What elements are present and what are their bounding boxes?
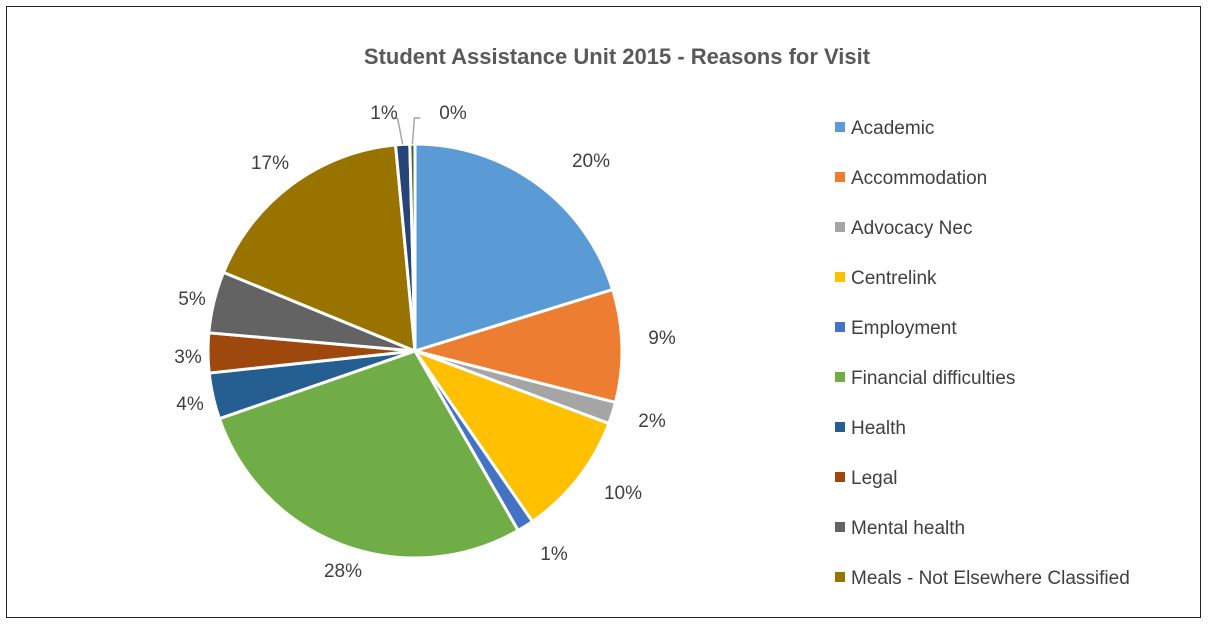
data-label-mental-health-8: 5% (178, 289, 206, 310)
legend-item-health-6: Health (835, 418, 906, 439)
legend-label-mental-health-8: Mental health (851, 518, 965, 539)
legend-label-accommodation-1: Accommodation (851, 168, 987, 189)
pie-slice-meals-not-elsewhere-classified-9 (222, 143, 417, 353)
legend-item-mental-health-8: Mental health (835, 518, 965, 539)
legend-label-employment-4: Employment (851, 318, 957, 339)
legend-label-meals-not-elsewhere-classified-9: Meals - Not Elsewhere Classified (851, 568, 1130, 589)
data-label-employment-4: 1% (540, 544, 568, 565)
legend-item-advocacy-nec-2: Advocacy Nec (835, 218, 972, 239)
data-label-meals-not-elsewhere-classified-9: 17% (251, 153, 289, 174)
legend-swatch-advocacy-nec-2 (835, 222, 845, 232)
data-label-advocacy-nec-2: 2% (638, 411, 666, 432)
legend-swatch-meals-not-elsewhere-classified-9 (835, 572, 845, 582)
data-label-health-6: 4% (176, 394, 204, 415)
legend-swatch-mental-health-8 (835, 522, 845, 532)
pie-slice-financial-difficulties-5 (217, 349, 520, 560)
data-label-centrelink-3: 10% (604, 483, 642, 504)
pie-chart: Student Assistance Unit 2015 - Reasons f… (174, 44, 1130, 589)
legend-swatch-legal-7 (835, 472, 845, 482)
legend-label-legal-7: Legal (851, 468, 898, 489)
legend-swatch-financial-difficulties-5 (835, 372, 845, 382)
legend-item-legal-7: Legal (835, 468, 898, 489)
leader-line-unlabeled-10 (392, 117, 404, 145)
data-labels: 20% 9% 2% 10% 1% 28% 4% 3% 5% 17% 1% 0% (174, 103, 676, 582)
chart-title: Student Assistance Unit 2015 - Reasons f… (364, 44, 871, 69)
legend-label-centrelink-3: Centrelink (851, 268, 937, 289)
legend-item-employment-4: Employment (835, 318, 957, 339)
data-label-unlabeled-10: 1% (370, 103, 398, 124)
data-label-financial-difficulties-5: 28% (324, 561, 362, 582)
chart-frame: Student Assistance Unit 2015 - Reasons f… (6, 6, 1201, 618)
leader-line-unlabeled-11 (411, 117, 421, 145)
leader-lines (392, 117, 421, 145)
legend-item-academic-0: Academic (835, 118, 934, 139)
legend-item-financial-difficulties-5: Financial difficulties (835, 368, 1015, 389)
pie-slice-accommodation-1 (413, 288, 624, 404)
pie-slice-academic-0 (413, 142, 615, 353)
data-label-legal-7: 3% (174, 347, 202, 368)
data-label-accommodation-1: 9% (648, 328, 676, 349)
legend-item-accommodation-1: Accommodation (835, 168, 987, 189)
data-label-unlabeled-11: 0% (439, 103, 467, 124)
legend-item-meals-not-elsewhere-classified-9: Meals - Not Elsewhere Classified (835, 568, 1130, 589)
legend-swatch-health-6 (835, 422, 845, 432)
legend-swatch-accommodation-1 (835, 172, 845, 182)
legend-label-academic-0: Academic (851, 118, 934, 139)
legend: Academic Accommodation Advocacy Nec Centrel… (835, 118, 1130, 589)
data-label-academic-0: 20% (572, 151, 610, 172)
legend-label-health-6: Health (851, 418, 906, 439)
legend-label-advocacy-nec-2: Advocacy Nec (851, 218, 972, 239)
legend-swatch-centrelink-3 (835, 272, 845, 282)
pie-slices (206, 142, 624, 560)
pie-slice-centrelink-3 (413, 349, 611, 523)
legend-item-centrelink-3: Centrelink (835, 268, 937, 289)
legend-swatch-academic-0 (835, 122, 845, 132)
legend-swatch-employment-4 (835, 322, 845, 332)
legend-label-financial-difficulties-5: Financial difficulties (851, 368, 1015, 389)
